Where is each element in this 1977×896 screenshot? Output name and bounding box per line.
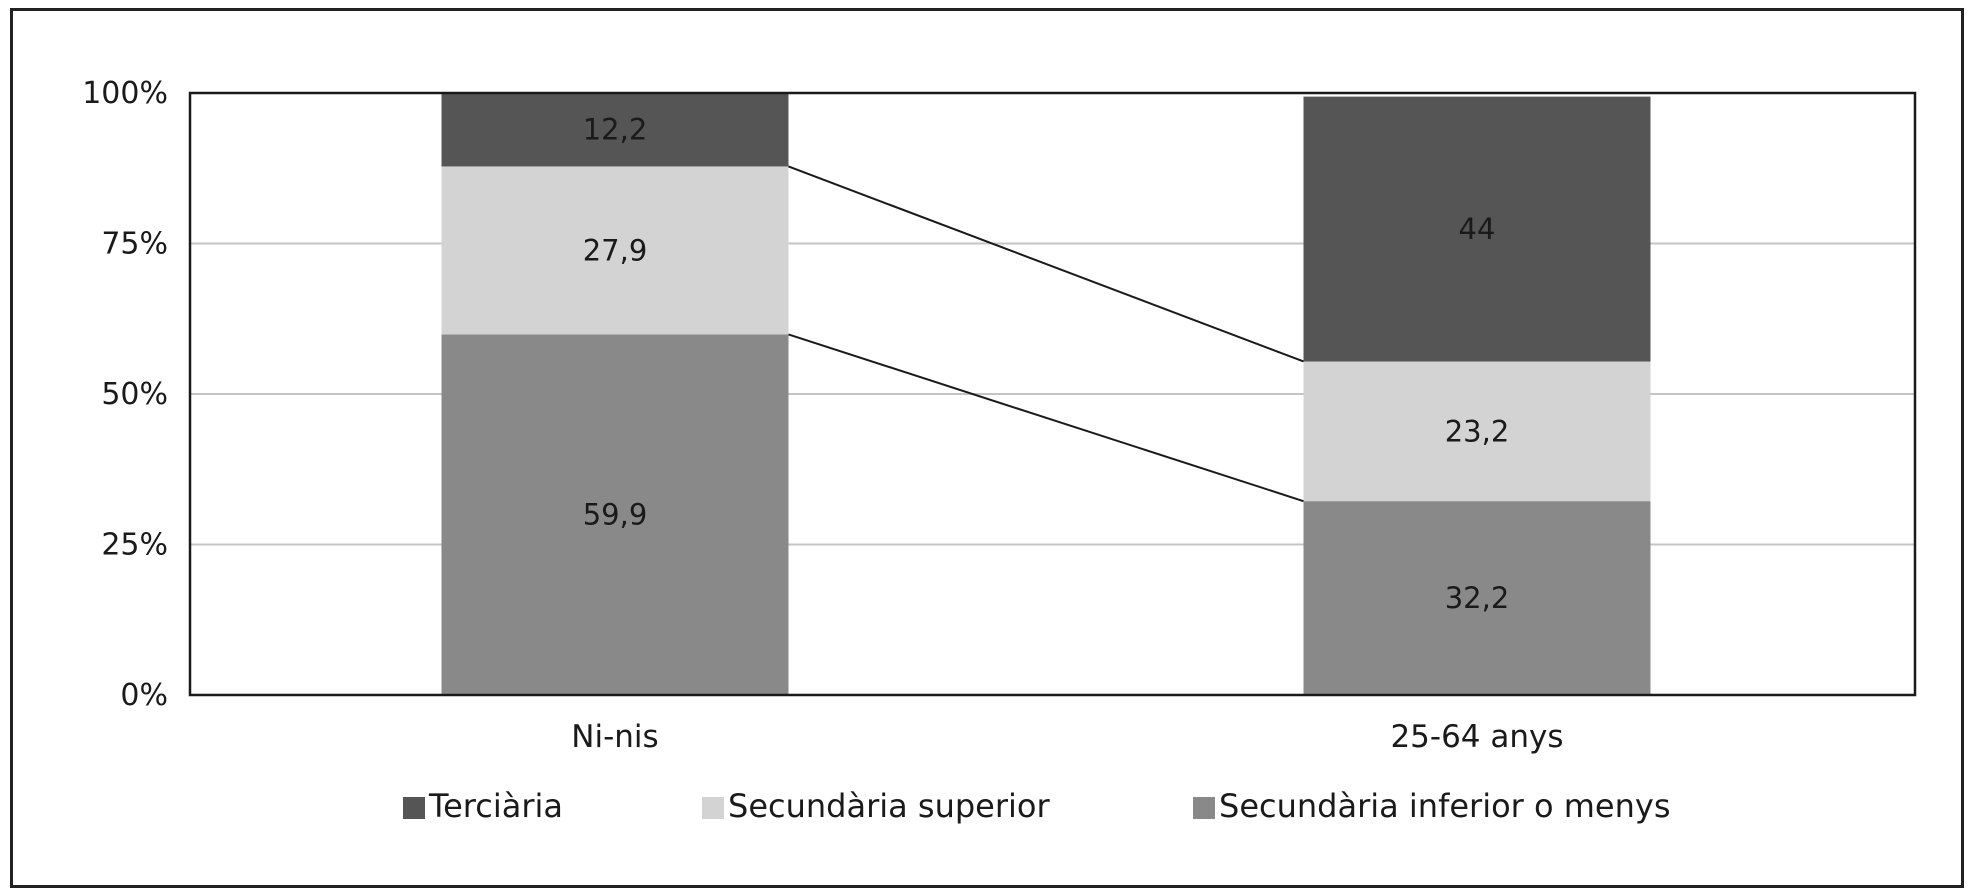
legend-swatch	[403, 797, 425, 819]
y-tick-label: 100%	[82, 76, 168, 111]
y-tick-label: 75%	[101, 227, 168, 262]
category-label: 25-64 anys	[1390, 719, 1563, 755]
bar-segment	[1303, 361, 1651, 502]
legend-swatch	[1193, 797, 1215, 819]
data-label: 44	[1459, 212, 1496, 246]
bar-segment	[441, 93, 789, 167]
bar-segment	[1303, 96, 1651, 362]
legend-label: Terciària	[428, 787, 563, 825]
legend-swatch	[702, 797, 724, 819]
data-label: 27,9	[583, 233, 648, 267]
legend-label: Secundària superior	[728, 787, 1050, 825]
plot-border	[188, 91, 1917, 697]
series-line	[788, 165, 1304, 363]
series-line	[788, 333, 1304, 503]
category-label: Ni-nis	[571, 719, 658, 755]
data-label: 23,2	[1445, 414, 1510, 448]
data-label: 59,9	[583, 498, 648, 532]
y-tick-label: 50%	[101, 377, 168, 412]
data-label: 32,2	[1445, 581, 1510, 615]
legend-label: Secundària inferior o menys	[1219, 787, 1670, 825]
y-tick-label: 25%	[101, 528, 168, 563]
bar-segment	[441, 334, 789, 695]
bar-segment	[1303, 501, 1651, 695]
data-label: 12,2	[583, 113, 648, 147]
bar-segment	[441, 166, 789, 335]
y-tick-label: 0%	[120, 678, 168, 713]
